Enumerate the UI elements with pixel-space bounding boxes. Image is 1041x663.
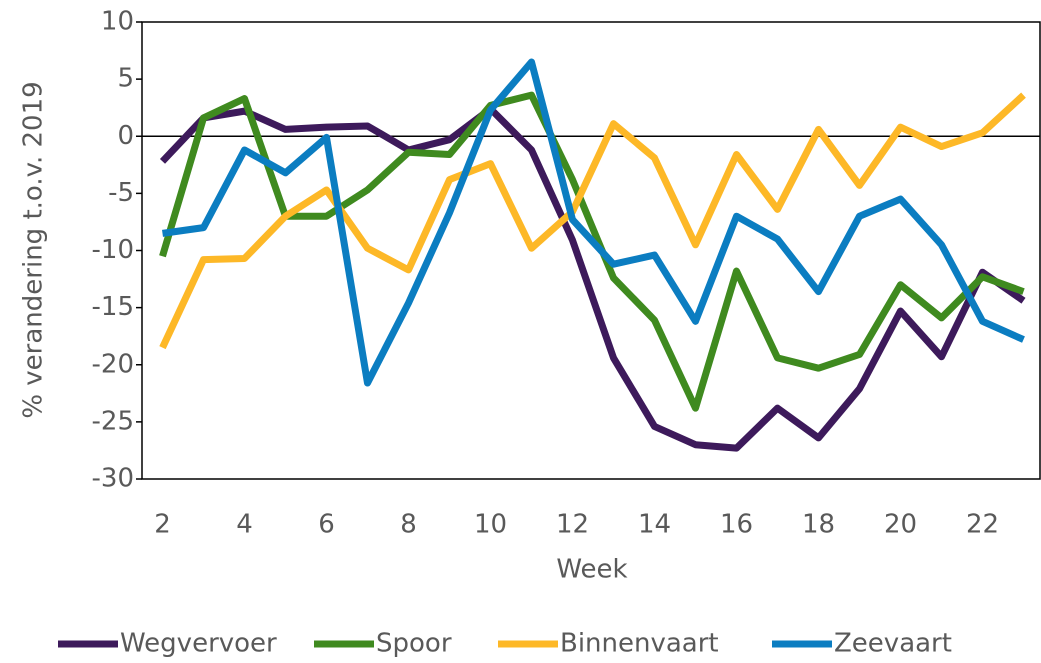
x-tick-label: 4 — [236, 510, 253, 540]
y-tick-label: -10 — [92, 235, 134, 265]
x-tick-label: 10 — [474, 510, 507, 540]
series-line — [159, 91, 1025, 412]
y-tick-label: -25 — [92, 406, 134, 436]
legend-label: Wegvervoer — [120, 629, 277, 659]
x-tick-label: 12 — [556, 510, 589, 540]
legend-label: Binnenvaart — [560, 629, 719, 659]
y-tick-label: 5 — [117, 64, 134, 94]
series-line — [159, 92, 1026, 350]
x-tick-label: 18 — [802, 510, 835, 540]
series-line — [159, 105, 1026, 452]
x-tick-label: 8 — [400, 510, 417, 540]
plot-border — [141, 21, 1041, 480]
y-tick-label: -30 — [92, 464, 134, 494]
y-tick-label: 0 — [117, 121, 134, 151]
x-tick-label: 20 — [884, 510, 917, 540]
y-axis-label: % verandering t.o.v. 2019 — [19, 81, 49, 418]
y-tick-label: -5 — [108, 178, 134, 208]
x-tick-label: 22 — [966, 510, 999, 540]
x-tick-label: 14 — [638, 510, 671, 540]
x-tick-label: 2 — [154, 510, 171, 540]
x-axis-label: Week — [556, 555, 627, 585]
x-tick-label: 16 — [720, 510, 753, 540]
legend-label: Spoor — [376, 629, 452, 659]
y-tick-label: 10 — [101, 7, 134, 37]
legend-label: Zeevaart — [834, 629, 952, 659]
y-tick-label: -20 — [92, 349, 134, 379]
x-tick-label: 6 — [318, 510, 335, 540]
series-line — [162, 58, 1025, 387]
y-tick-label: -15 — [92, 292, 134, 322]
